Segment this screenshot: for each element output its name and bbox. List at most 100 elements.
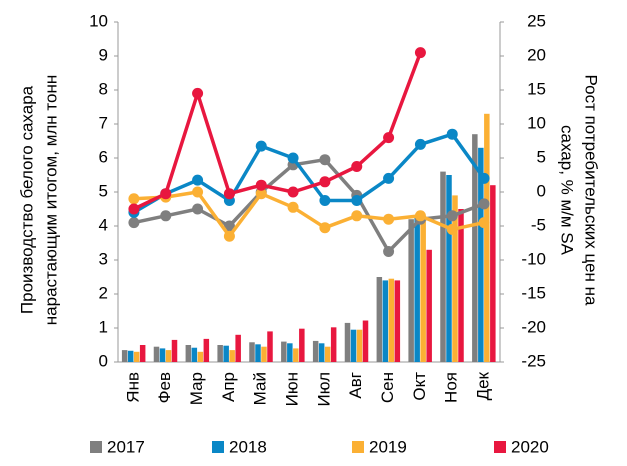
x-tick-label: Окт xyxy=(410,372,429,401)
line-marker xyxy=(192,186,204,198)
y2-axis-label: Рост потребительских цен на xyxy=(582,75,601,306)
bar xyxy=(382,280,389,362)
bar xyxy=(133,351,140,362)
legend-swatch xyxy=(90,441,102,453)
line-marker xyxy=(128,193,140,205)
y-tick-label: 6 xyxy=(99,147,108,166)
y-tick-label: 8 xyxy=(99,79,108,98)
line-marker xyxy=(192,203,204,215)
legend-label: 2017 xyxy=(107,437,145,456)
y2-axis-label: сахар, % м/м SA xyxy=(558,125,577,256)
line-marker xyxy=(446,210,458,222)
bar xyxy=(344,322,351,362)
x-tick-label: Мар xyxy=(187,372,206,405)
line-marker xyxy=(319,154,331,166)
x-tick-label: Янв xyxy=(123,372,142,403)
bar xyxy=(362,320,369,362)
bar xyxy=(255,344,261,362)
y-tick-label: 0 xyxy=(99,351,108,370)
legend-swatch xyxy=(494,441,506,453)
bar xyxy=(452,195,458,362)
bar xyxy=(197,351,204,362)
bar xyxy=(388,278,395,362)
line-marker xyxy=(383,246,395,257)
line-marker xyxy=(287,186,299,198)
bar xyxy=(324,346,331,362)
y2-tick-label: 10 xyxy=(527,113,546,132)
y-axis-label: Производство белого сахара xyxy=(17,85,36,314)
line-marker xyxy=(446,223,458,235)
bar xyxy=(312,340,319,362)
bar xyxy=(153,346,160,362)
x-tick-label: Авг xyxy=(346,372,365,399)
bar xyxy=(171,339,178,362)
line-marker xyxy=(160,210,172,222)
line-marker xyxy=(255,179,267,191)
y2-tick-label: -25 xyxy=(521,351,546,370)
legend-label: 2019 xyxy=(369,437,407,456)
line-marker xyxy=(351,210,363,222)
y-tick-label: 3 xyxy=(99,249,108,268)
y-tick-label: 9 xyxy=(99,45,108,64)
bar xyxy=(426,249,432,362)
bar xyxy=(185,345,192,362)
line-marker xyxy=(128,203,140,215)
bar xyxy=(159,348,166,362)
bar xyxy=(287,343,293,362)
bar xyxy=(420,215,426,362)
bar xyxy=(191,347,198,362)
line-marker xyxy=(223,188,235,200)
line-marker xyxy=(478,172,490,184)
y-tick-label: 10 xyxy=(89,11,108,30)
x-tick-label: Фев xyxy=(155,372,174,403)
line-marker xyxy=(128,217,140,229)
line-marker xyxy=(383,213,395,225)
bar xyxy=(394,280,401,362)
bar xyxy=(203,338,210,362)
line-marker xyxy=(446,128,458,140)
line-marker xyxy=(351,161,363,172)
bar xyxy=(318,343,325,362)
bar xyxy=(414,215,420,362)
y-tick-label: 7 xyxy=(99,113,108,132)
bar xyxy=(223,345,229,362)
legend-swatch xyxy=(352,441,364,453)
line-marker xyxy=(160,188,172,200)
bar xyxy=(350,329,357,362)
line-marker xyxy=(414,138,426,150)
bar xyxy=(293,348,299,362)
y-axis-label: нарастающим итогом, млн тонн xyxy=(41,75,60,325)
bar xyxy=(139,345,146,362)
line-marker xyxy=(223,230,235,242)
y2-tick-label: 0 xyxy=(537,181,546,200)
x-tick-label: Июл xyxy=(314,372,333,407)
line-marker xyxy=(223,220,235,232)
bar xyxy=(440,171,446,362)
line-marker xyxy=(383,172,395,184)
bar xyxy=(458,209,464,362)
line-marker xyxy=(319,176,331,188)
y-tick-label: 5 xyxy=(99,181,108,200)
y2-tick-label: 15 xyxy=(527,79,546,98)
legend-label: 2020 xyxy=(511,437,549,456)
y-tick-label: 4 xyxy=(99,215,108,234)
line-marker xyxy=(319,195,331,206)
bar xyxy=(121,350,128,362)
bar xyxy=(281,341,287,362)
line-marker xyxy=(192,87,204,99)
line xyxy=(133,51,423,211)
line-marker xyxy=(287,201,299,213)
y2-tick-label: 25 xyxy=(527,11,546,30)
bar xyxy=(490,185,496,362)
line-marker xyxy=(287,152,299,164)
line-marker xyxy=(319,222,331,234)
bar xyxy=(249,342,255,362)
line-marker xyxy=(414,47,426,59)
y2-tick-label: 5 xyxy=(537,147,546,166)
y2-tick-label: 20 xyxy=(527,45,546,64)
bar xyxy=(299,328,305,362)
line-marker xyxy=(383,132,395,144)
bar xyxy=(478,147,484,362)
bar xyxy=(472,134,478,362)
line-marker xyxy=(351,195,363,206)
